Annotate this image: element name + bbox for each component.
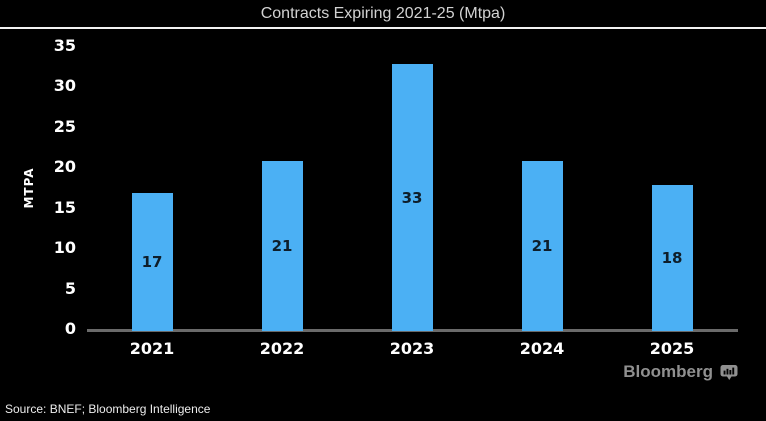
x-tick-label: 2023 <box>389 339 435 358</box>
source-note: Source: BNEF; Bloomberg Intelligence <box>5 402 211 416</box>
bar-2024: 21 <box>521 161 563 331</box>
x-tick-label: 2025 <box>649 339 695 358</box>
bar-value-label: 21 <box>531 237 553 255</box>
y-tick-label: 5 <box>64 278 76 298</box>
bar-value-label: 21 <box>271 237 293 255</box>
bar-2023: 33 <box>391 64 433 331</box>
bar-value-label: 18 <box>661 249 683 267</box>
bloomberg-branding: Bloomberg <box>623 362 738 382</box>
bloomberg-logo-text: Bloomberg <box>623 362 713 381</box>
x-tick-label: 2022 <box>259 339 305 358</box>
bar-value-label: 33 <box>401 188 423 207</box>
x-tick-label: 2024 <box>519 339 565 358</box>
chart-title: Contracts Expiring 2021-25 (Mtpa) <box>260 5 506 22</box>
bar-value-label: 17 <box>141 253 163 271</box>
y-tick-label: 35 <box>53 35 76 55</box>
bar-2025: 18 <box>651 185 693 331</box>
chart-bubble-icon <box>720 364 738 380</box>
title-divider <box>0 27 766 29</box>
y-tick-label: 20 <box>53 157 76 176</box>
y-tick-label: 30 <box>53 76 76 95</box>
y-tick-label: 25 <box>53 116 76 136</box>
bar-2022: 21 <box>261 161 303 331</box>
y-tick-label: 0 <box>64 319 76 338</box>
x-tick-label: 2021 <box>129 339 175 358</box>
y-tick-label: 10 <box>53 238 76 257</box>
bar-2021: 17 <box>131 193 173 331</box>
y-tick-label: 15 <box>53 197 76 217</box>
